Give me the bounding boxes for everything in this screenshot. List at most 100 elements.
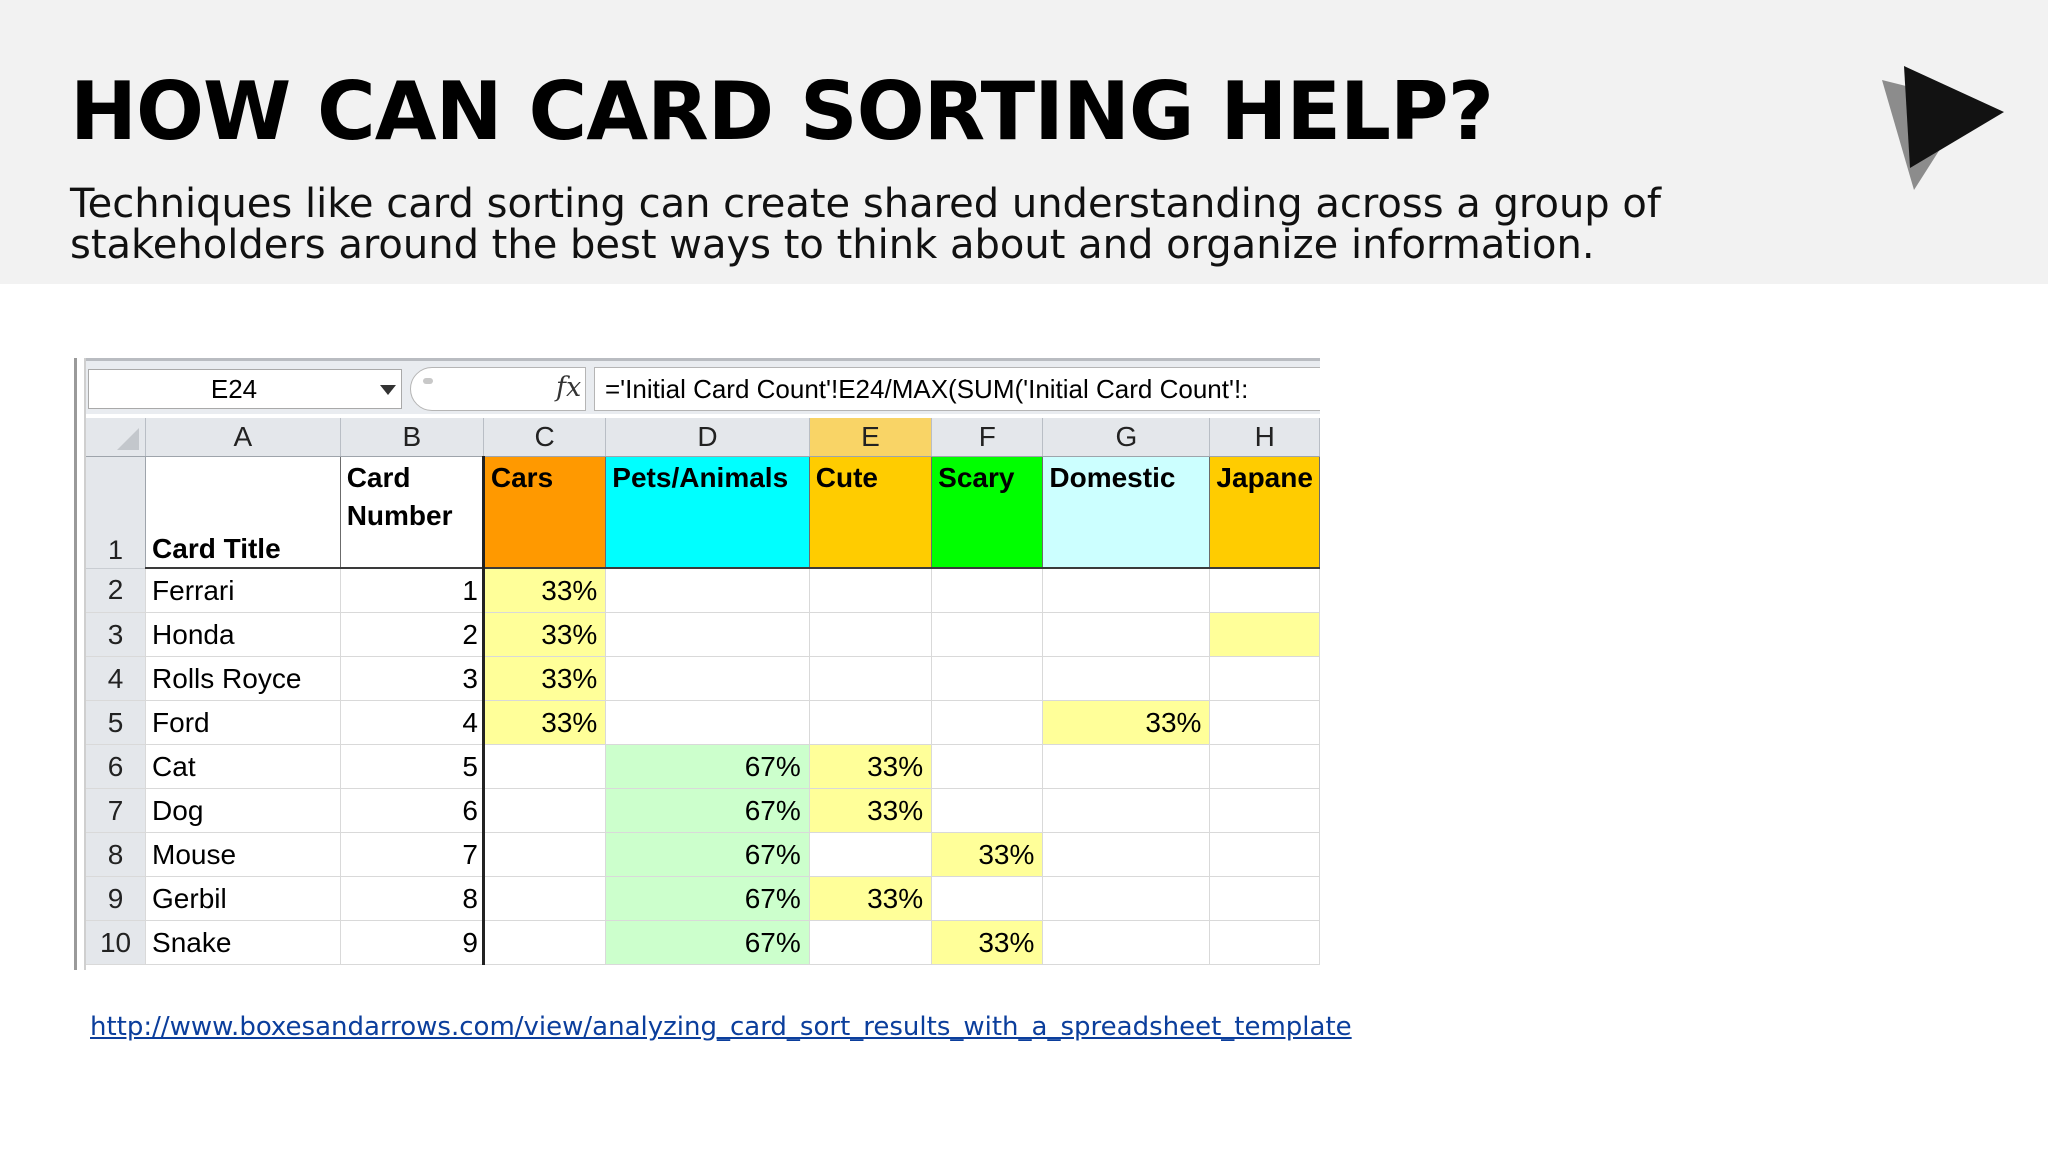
cell-card-number[interactable]: 7 [340, 832, 485, 877]
column-header-f[interactable]: F [931, 418, 1044, 457]
cell-percentage[interactable] [931, 876, 1044, 921]
cell-percentage[interactable]: 33% [809, 744, 933, 789]
cell-percentage[interactable] [1209, 788, 1320, 833]
cell-percentage[interactable] [809, 568, 933, 613]
cell-percentage[interactable] [483, 788, 607, 833]
cell-percentage[interactable] [809, 920, 933, 965]
cell-percentage[interactable]: 33% [483, 612, 607, 657]
cell-percentage[interactable] [1042, 876, 1211, 921]
cell-percentage[interactable] [931, 788, 1044, 833]
cell-card-number[interactable]: 2 [340, 612, 485, 657]
column-header-g[interactable]: G [1042, 418, 1211, 457]
cell-card-title[interactable]: Mouse [145, 832, 341, 877]
cell-percentage[interactable] [483, 744, 607, 789]
cell-card-title[interactable]: Ferrari [145, 568, 341, 613]
row-header[interactable]: 8 [86, 832, 147, 877]
category-header-cell[interactable]: Cute [809, 456, 933, 569]
cell-percentage[interactable]: 33% [483, 700, 607, 745]
cell-percentage[interactable] [1209, 568, 1320, 613]
category-header-cell[interactable]: Cars [483, 456, 607, 569]
cell-percentage[interactable]: 33% [1042, 700, 1211, 745]
category-header-cell[interactable]: Japane [1209, 456, 1320, 569]
cell-percentage[interactable] [1042, 788, 1211, 833]
cell-percentage[interactable] [1209, 832, 1320, 877]
cell-percentage[interactable] [931, 568, 1044, 613]
insert-function-icon[interactable]: fx [556, 372, 582, 403]
cell-percentage[interactable] [1209, 876, 1320, 921]
cell-percentage[interactable] [483, 876, 607, 921]
column-header-e[interactable]: E [809, 418, 933, 457]
cell-card-number[interactable]: 8 [340, 876, 485, 921]
cell-percentage[interactable] [1209, 744, 1320, 789]
category-header-cell[interactable]: Pets/Animals [605, 456, 810, 569]
cell-card-number-header[interactable]: Card Number [340, 456, 485, 569]
cell-percentage[interactable] [931, 612, 1044, 657]
cell-percentage[interactable]: 67% [605, 920, 810, 965]
cell-percentage[interactable] [809, 832, 933, 877]
row-header[interactable]: 9 [86, 876, 147, 921]
cell-card-number[interactable]: 6 [340, 788, 485, 833]
cell-percentage[interactable] [605, 612, 810, 657]
cell-percentage[interactable] [931, 744, 1044, 789]
row-header[interactable]: 1 [86, 456, 147, 569]
cell-percentage[interactable]: 33% [931, 832, 1044, 877]
row-header[interactable]: 3 [86, 612, 147, 657]
cell-card-title-header[interactable]: Card Title [145, 456, 341, 569]
cell-percentage[interactable] [809, 612, 933, 657]
cell-card-title[interactable]: Honda [145, 612, 341, 657]
cell-percentage[interactable]: 33% [483, 656, 607, 701]
cell-percentage[interactable] [931, 700, 1044, 745]
cell-percentage[interactable]: 67% [605, 876, 810, 921]
cell-percentage[interactable] [809, 656, 933, 701]
cell-percentage[interactable] [605, 656, 810, 701]
cell-percentage[interactable] [483, 920, 607, 965]
cell-card-number[interactable]: 4 [340, 700, 485, 745]
cell-card-title[interactable]: Ford [145, 700, 341, 745]
row-header[interactable]: 2 [86, 568, 147, 613]
select-all-corner[interactable] [86, 418, 147, 457]
cell-card-number[interactable]: 3 [340, 656, 485, 701]
cell-percentage[interactable]: 33% [483, 568, 607, 613]
cell-percentage[interactable] [605, 568, 810, 613]
cell-percentage[interactable] [483, 832, 607, 877]
cell-percentage[interactable] [931, 656, 1044, 701]
cell-percentage[interactable]: 67% [605, 744, 810, 789]
cell-percentage[interactable]: 33% [809, 876, 933, 921]
column-header-a[interactable]: A [145, 418, 341, 457]
cell-percentage[interactable] [1209, 612, 1320, 657]
source-link[interactable]: http://www.boxesandarrows.com/view/analy… [90, 1012, 1352, 1042]
cell-card-title[interactable]: Dog [145, 788, 341, 833]
row-header[interactable]: 4 [86, 656, 147, 701]
row-header[interactable]: 10 [86, 920, 147, 965]
cell-percentage[interactable] [1042, 568, 1211, 613]
cell-card-title[interactable]: Rolls Royce [145, 656, 341, 701]
cell-percentage[interactable] [1042, 920, 1211, 965]
column-header-h[interactable]: H [1209, 418, 1320, 457]
column-header-c[interactable]: C [483, 418, 607, 457]
cell-card-number[interactable]: 9 [340, 920, 485, 965]
cell-card-title[interactable]: Cat [145, 744, 341, 789]
cell-percentage[interactable]: 67% [605, 832, 810, 877]
category-header-cell[interactable]: Scary [931, 456, 1044, 569]
cell-card-number[interactable]: 5 [340, 744, 485, 789]
row-header[interactable]: 7 [86, 788, 147, 833]
formula-input[interactable]: ='Initial Card Count'!E24/MAX(SUM('Initi… [594, 367, 1320, 411]
cell-percentage[interactable] [605, 700, 810, 745]
cell-percentage[interactable] [1209, 920, 1320, 965]
row-header[interactable]: 6 [86, 744, 147, 789]
cell-percentage[interactable] [809, 700, 933, 745]
cell-percentage[interactable] [1042, 832, 1211, 877]
cell-card-title[interactable]: Gerbil [145, 876, 341, 921]
cell-card-number[interactable]: 1 [340, 568, 485, 613]
row-header[interactable]: 5 [86, 700, 147, 745]
column-header-b[interactable]: B [340, 418, 484, 457]
category-header-cell[interactable]: Domestic [1042, 456, 1211, 569]
name-box[interactable]: E24 [88, 369, 402, 409]
chevron-down-icon[interactable] [379, 384, 397, 396]
cell-percentage[interactable] [1042, 612, 1211, 657]
cell-percentage[interactable] [1209, 700, 1320, 745]
cell-percentage[interactable] [1042, 656, 1211, 701]
formula-bar-grip[interactable] [410, 367, 586, 411]
cell-percentage[interactable]: 67% [605, 788, 810, 833]
cell-card-title[interactable]: Snake [145, 920, 341, 965]
